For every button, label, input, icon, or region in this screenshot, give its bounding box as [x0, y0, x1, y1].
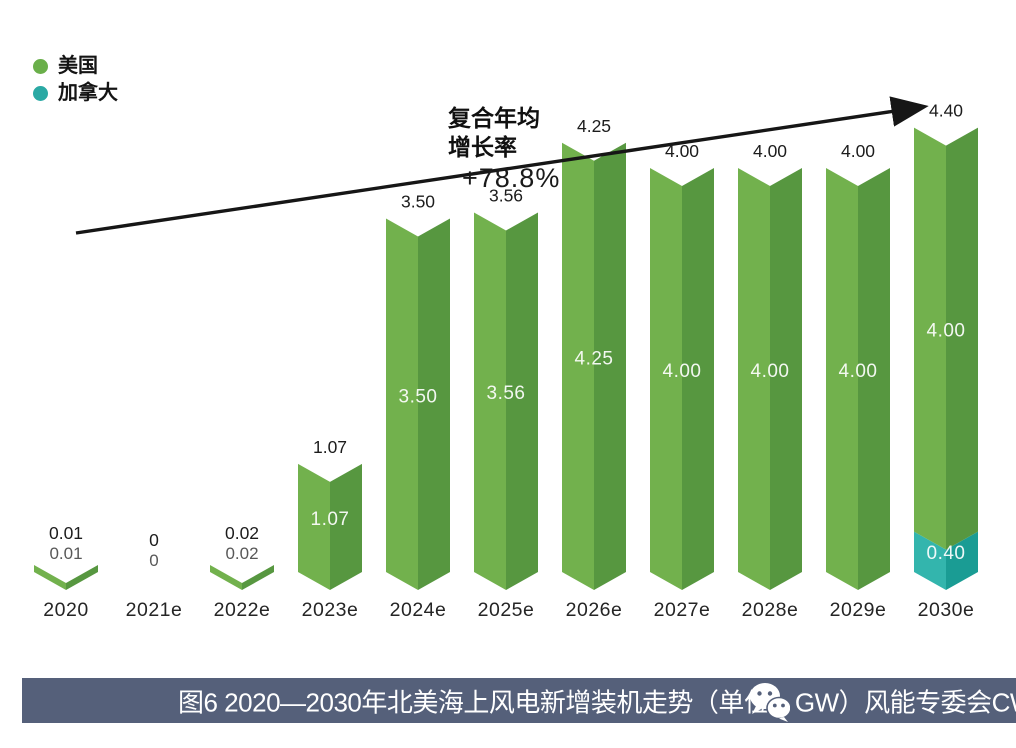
caption-bar: 图6 2020—2030年北美海上风电新增装机走势（单位：GW）风能专委会CWE… — [22, 678, 1016, 723]
legend-label-usa: 美国 — [58, 55, 98, 77]
trend-chart-svg: 0.010.01 2020 00 2021e 0.020.02 2022e 1.07 1.07… — [34, 96, 978, 621]
bar-total-label-2023e: 1.07 — [313, 437, 347, 457]
bar-segment-美国-2027e — [682, 168, 714, 590]
bar-series-label-2020: 0.01 — [49, 544, 82, 563]
x-axis-label-2028e: 2028e — [742, 599, 799, 621]
x-axis-label-2029e: 2029e — [830, 599, 887, 621]
bar-segment-美国-2023e — [330, 463, 362, 590]
bar-series-label-2021e: 0 — [149, 551, 158, 570]
bar-segment-美国-2022e — [242, 565, 274, 590]
bar-segment-美国-2020 — [34, 565, 66, 590]
legend-label-canada: 加拿大 — [58, 82, 118, 104]
bar-segment-加拿大-2030e — [946, 531, 978, 590]
bar-total-label-2029e: 4.00 — [841, 141, 875, 161]
bar-segment-加拿大-2030e — [914, 531, 946, 590]
bar-inner-label-2028e: 4.00 — [751, 361, 790, 382]
bar-inner-label-2025e: 3.56 — [487, 383, 526, 404]
bar-total-label-2026e: 4.25 — [577, 116, 611, 136]
bar-segment-美国-2026e — [594, 142, 626, 590]
bar-segment-美国-2030e — [914, 127, 946, 550]
bar-inner-label-2030e: 0.40 — [927, 543, 966, 564]
usa-legend-dot-icon — [33, 58, 48, 74]
bar-total-label-2030e: 4.40 — [929, 101, 963, 121]
bar-segment-美国-2022e — [210, 565, 242, 590]
x-axis-label-2025e: 2025e — [478, 599, 535, 621]
cagr-annotation-value: +78.8% — [462, 163, 561, 193]
bar-inner-label-2030e: 4.00 — [927, 321, 966, 342]
bars-layer — [34, 127, 978, 590]
x-axis-label-2024e: 2024e — [390, 599, 447, 621]
legend-item-canada: 加拿大 — [33, 82, 118, 104]
bar-inner-label-2024e: 3.50 — [399, 386, 438, 407]
bar-inner-label-2029e: 4.00 — [839, 361, 878, 382]
caption-text: 图6 2020—2030年北美海上风电新增装机走势（单位：GW）风能专委会CWE… — [178, 687, 1016, 717]
x-axis-label-2023e: 2023e — [302, 599, 359, 621]
x-axis-label-2020: 2020 — [43, 599, 88, 621]
canada-legend-dot-icon — [33, 85, 48, 101]
bar-total-label-2027e: 4.00 — [665, 141, 699, 161]
bar-segment-美国-2025e — [474, 212, 506, 590]
bar-segment-美国-2027e — [650, 168, 682, 590]
bar-segment-美国-2029e — [826, 168, 858, 590]
x-axis-label-2022e: 2022e — [214, 599, 271, 621]
bar-segment-美国-2029e — [858, 168, 890, 590]
bar-segment-美国-2028e — [770, 168, 802, 590]
labels-layer: 0.010.01 2020 00 2021e 0.020.02 2022e 1.07 1.07… — [43, 101, 974, 621]
bar-segment-美国-2030e — [946, 127, 978, 550]
bar-segment-美国-2025e — [506, 212, 538, 590]
bar-series-label-2022e: 0.02 — [225, 544, 258, 563]
x-axis-label-2021e: 2021e — [126, 599, 183, 621]
legend: 美国 加拿大 — [33, 55, 118, 109]
bar-total-label-2028e: 4.00 — [753, 141, 787, 161]
x-axis-label-2026e: 2026e — [566, 599, 623, 621]
bar-inner-label-2023e: 1.07 — [311, 509, 350, 530]
bar-segment-美国-2026e — [562, 142, 594, 590]
wechat-icon — [750, 683, 790, 722]
cagr-annotation-line2: 增长率 — [448, 134, 517, 160]
bar-segment-美国-2024e — [418, 218, 450, 590]
x-axis-label-2027e: 2027e — [654, 599, 711, 621]
bar-inner-label-2027e: 4.00 — [663, 361, 702, 382]
bar-total-label-2024e: 3.50 — [401, 192, 435, 212]
bar-segment-美国-2028e — [738, 168, 770, 590]
bar-inner-label-2026e: 4.25 — [575, 348, 614, 369]
bar-total-label-2020: 0.01 — [49, 523, 83, 543]
cagr-annotation-line1: 复合年均 — [448, 105, 540, 131]
bar-total-label-2022e: 0.02 — [225, 523, 259, 543]
bar-segment-美国-2023e — [298, 463, 330, 590]
bar-total-label-2025e: 3.56 — [489, 185, 523, 205]
bar-total-label-2021e: 0 — [149, 530, 159, 550]
cagr-annotation: 复合年均 增长率 +78.8% — [448, 104, 560, 194]
x-axis-label-2030e: 2030e — [918, 599, 975, 621]
bar-segment-美国-2024e — [386, 218, 418, 590]
trend-arrow — [75, 96, 929, 235]
legend-item-usa: 美国 — [33, 55, 118, 77]
bar-segment-美国-2020 — [66, 565, 98, 590]
